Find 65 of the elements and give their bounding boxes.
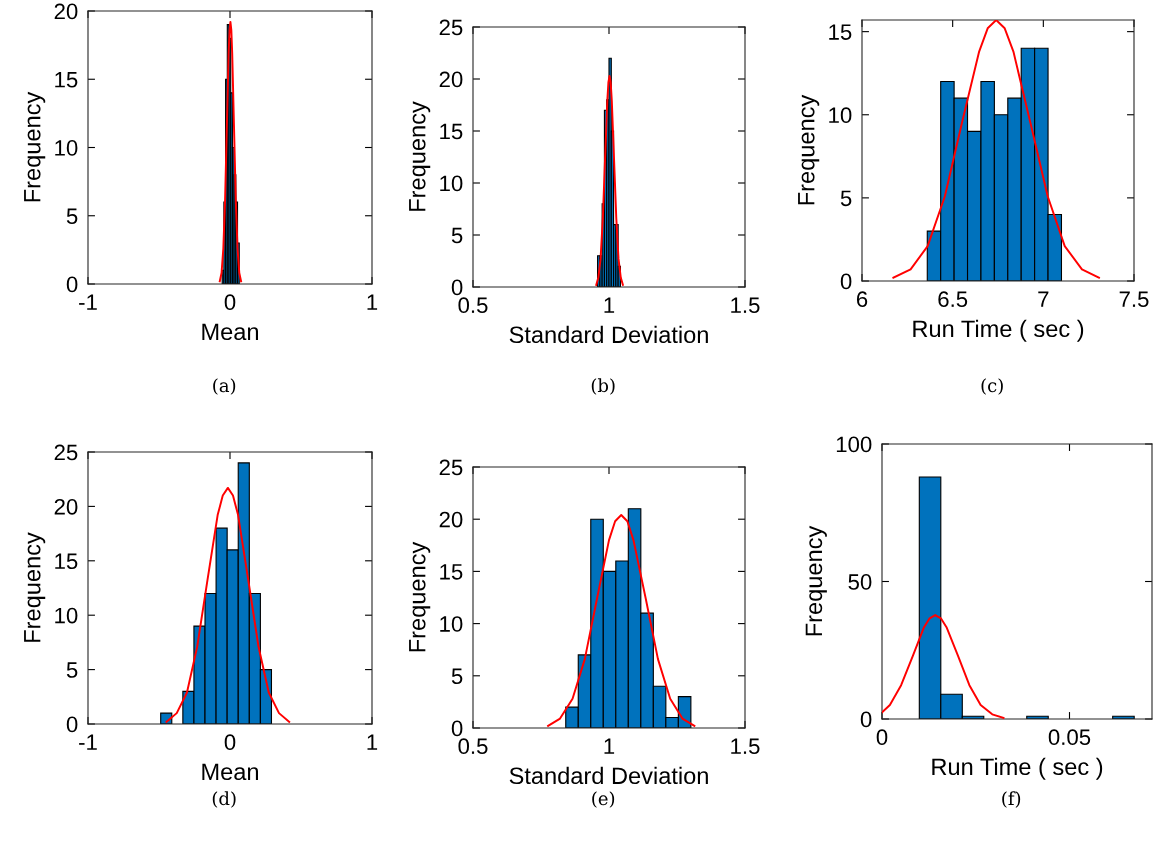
- y-tick-label: 15: [440, 123, 463, 140]
- text: (c): [981, 378, 1003, 395]
- y-axis-title: Frequency: [409, 101, 431, 211]
- x-axis-title: Mean: [202, 323, 258, 341]
- y-axis-title: Frequency: [805, 525, 827, 636]
- y-tick-label: 5: [66, 208, 78, 225]
- y-tick-label: 25: [439, 459, 463, 476]
- text: (d): [212, 791, 236, 808]
- y-tick-label: 0: [66, 716, 78, 733]
- x-tick-label: -1: [79, 734, 97, 750]
- x-tick-label: 0.5: [458, 738, 488, 755]
- x-axis-title: Run Time ( sec ): [932, 757, 1103, 780]
- y-tick-label: 0: [66, 276, 78, 293]
- y-axis-title: Frequency: [24, 532, 46, 642]
- x-axis-title: Standard Deviation: [509, 766, 708, 785]
- x-tick-label: 0.5: [458, 297, 488, 314]
- x-tick-label: 6.5: [938, 291, 968, 308]
- x-tick-label: 1: [367, 734, 378, 750]
- x-tick-label: 1: [604, 297, 615, 313]
- y-tick-label: 5: [451, 227, 463, 244]
- x-tick-label: 7: [1038, 291, 1049, 307]
- y-tick-label: 10: [55, 140, 78, 156]
- text: (e): [592, 791, 615, 808]
- y-tick-label: 15: [829, 24, 852, 40]
- y-tick-label: 25: [54, 444, 78, 461]
- y-tick-label: 5: [840, 190, 852, 207]
- y-tick-label: 25: [439, 19, 463, 36]
- y-tick-label: 15: [55, 72, 78, 88]
- y-tick-label: 10: [829, 107, 852, 124]
- y-tick-label: 15: [440, 564, 463, 580]
- y-tick-label: 10: [55, 607, 78, 624]
- x-axis-title: Mean: [202, 763, 258, 781]
- y-tick-label: 5: [451, 668, 463, 685]
- x-tick-label: 0: [224, 294, 236, 311]
- text: (b): [591, 378, 615, 395]
- y-tick-label: 20: [54, 498, 78, 515]
- y-axis-title: Frequency: [798, 94, 820, 205]
- y-tick-label: 10: [440, 175, 463, 192]
- x-tick-label: 0.05: [1048, 729, 1091, 746]
- y-tick-label: 0: [451, 279, 463, 296]
- text: (a): [213, 378, 236, 395]
- y-tick-label: 20: [439, 71, 463, 88]
- y-axis-title: Frequency: [24, 91, 46, 202]
- x-tick-label: 1.5: [731, 738, 760, 755]
- x-tick-label: 1.5: [731, 297, 760, 314]
- x-tick-label: 0: [224, 734, 236, 751]
- y-tick-label: 15: [55, 553, 78, 570]
- x-axis-title: Standard Deviation: [509, 325, 708, 344]
- text: (f): [1002, 791, 1021, 808]
- y-tick-label: 0: [840, 273, 852, 290]
- y-tick-label: 20: [54, 3, 78, 20]
- x-tick-label: 1: [367, 294, 378, 310]
- y-tick-label: 5: [66, 662, 78, 678]
- y-axis-title: Frequency: [409, 541, 431, 652]
- x-tick-label: 6: [856, 291, 868, 308]
- x-tick-label: 7.5: [1119, 291, 1149, 308]
- x-tick-label: 1: [604, 738, 615, 754]
- x-tick-label: -1: [79, 294, 97, 310]
- y-tick-label: 0: [860, 711, 872, 728]
- y-tick-label: 50: [848, 574, 872, 590]
- y-tick-label: 10: [440, 616, 463, 632]
- x-tick-label: 0: [876, 729, 888, 746]
- y-tick-label: 100: [836, 436, 872, 453]
- x-axis-title: Run Time ( sec ): [913, 319, 1084, 342]
- y-tick-label: 20: [439, 511, 463, 528]
